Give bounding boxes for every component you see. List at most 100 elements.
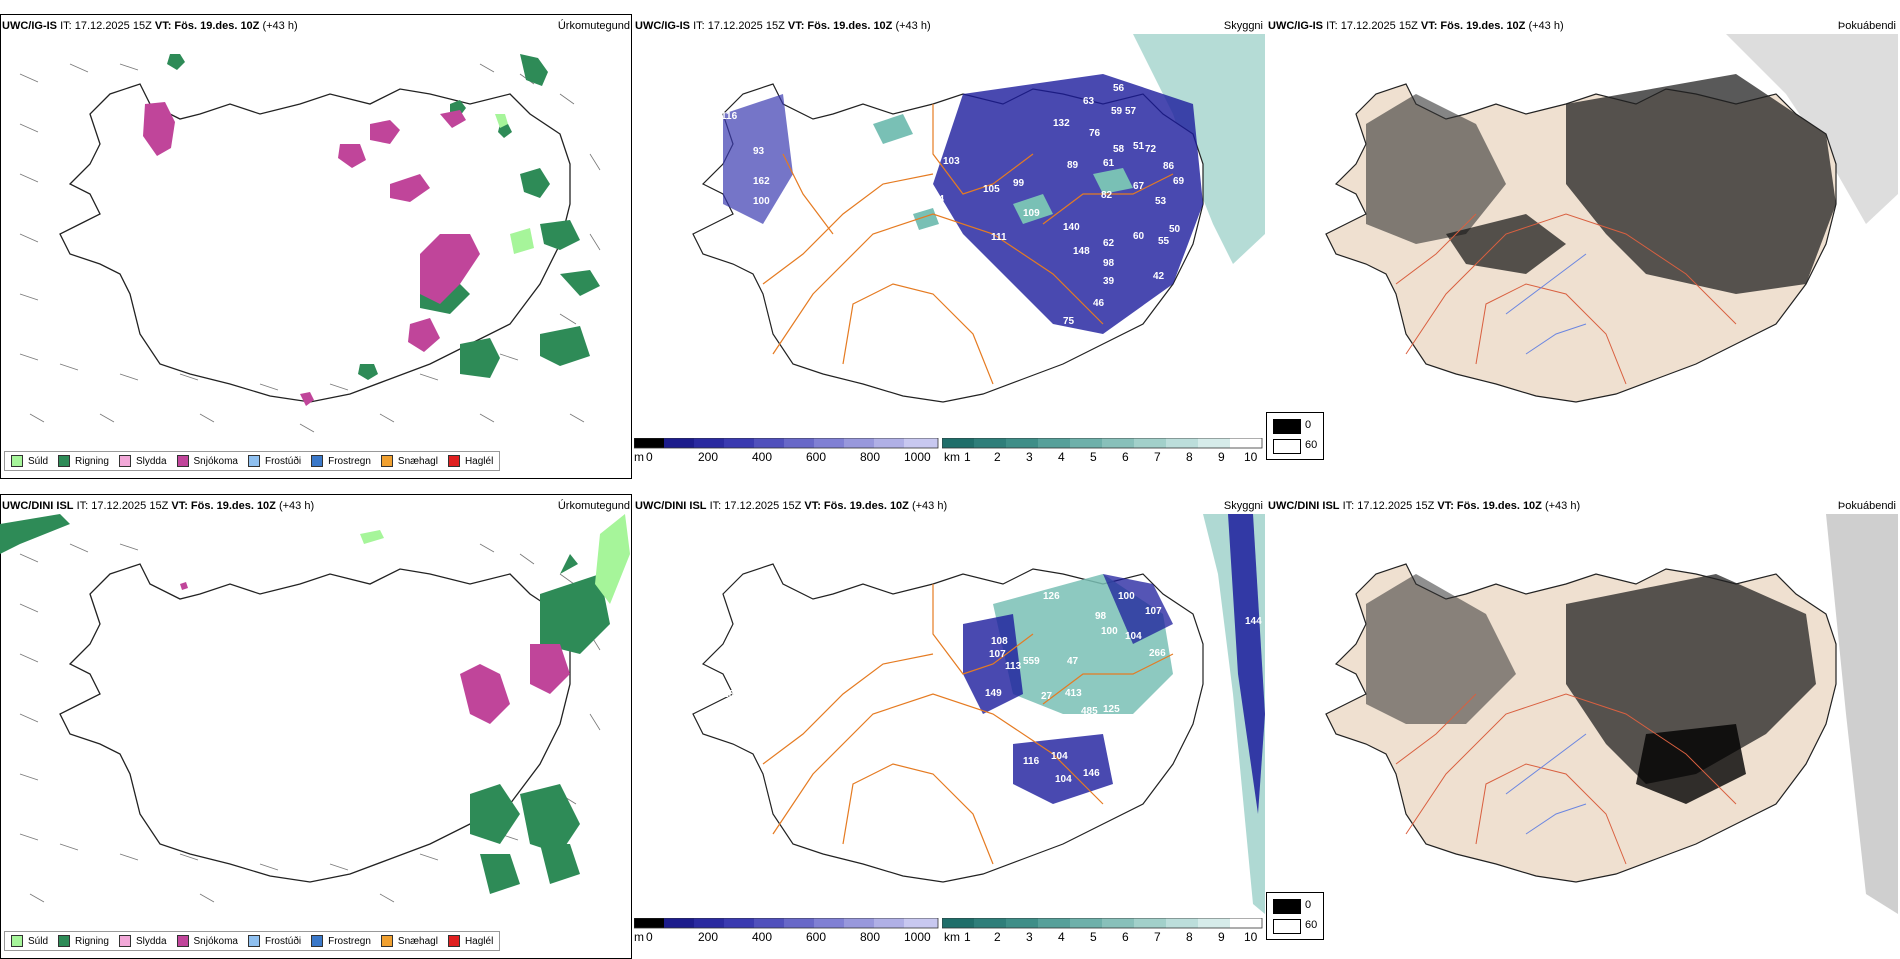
colorbar-tick: 7: [1154, 450, 1161, 464]
legend-swatch: [118, 935, 131, 947]
svg-text:83: 83: [933, 244, 945, 255]
cloud-panel-top: UWC/IG-IS IT: 17.12.2025 15Z VT: Fös. 19…: [633, 14, 1265, 479]
svg-text:50: 50: [1169, 224, 1181, 235]
vis-colorbar-top: km 1 2 3 4 5 6 7 8 9 10: [942, 438, 1264, 464]
svg-text:42: 42: [1153, 271, 1165, 282]
legend-item: Súld: [11, 935, 48, 947]
svg-text:266: 266: [1149, 648, 1166, 659]
cloud-base-labels: 116 63 56 59 57 132 76 58 51 72 89 61 86 82 67 53 69 6…: [713, 83, 1185, 327]
panel-title: UWC/IG-IS IT: 17.12.2025 15Z VT: Fös. 19…: [2, 20, 298, 32]
colorbar-tick: 5: [1090, 450, 1097, 464]
legend-swatch: [58, 455, 71, 467]
height-colorbar-top: m 0 200 400 600 800 1000: [634, 438, 940, 464]
legend-swatch: [11, 935, 23, 947]
svg-text:100: 100: [723, 689, 740, 700]
legend-item: Frostúði: [247, 935, 301, 947]
panel-type-label: Skyggni: [1223, 20, 1263, 32]
fog-legend-white-swatch: [1273, 919, 1301, 934]
legend-item: Slydda: [118, 455, 167, 467]
fog-legend-black-swatch: [1273, 419, 1301, 434]
panel-type-label: Þokuábendi: [1837, 20, 1896, 32]
svg-text:144: 144: [1245, 616, 1262, 627]
legend-swatch: [176, 935, 189, 947]
svg-text:69: 69: [1173, 176, 1185, 187]
fog-legend-top: 0 60: [1266, 412, 1324, 460]
fog-legend-black-label: 0: [1305, 419, 1312, 431]
colorbar-tick: 10: [1244, 450, 1258, 464]
panel-title: UWC/DINI ISL IT: 17.12.2025 15Z VT: Fös.…: [1268, 500, 1581, 512]
svg-text:86: 86: [1163, 161, 1175, 172]
colorbar-tick: 8: [1186, 450, 1193, 464]
height-colorbar-graphic: [634, 438, 939, 449]
legend-item: Haglél: [447, 935, 493, 947]
svg-text:62: 62: [1103, 238, 1115, 249]
cloud-panel-bottom: UWC/DINI ISL IT: 17.12.2025 15Z VT: Fös.…: [633, 494, 1265, 959]
legend-item: Snæhagl: [380, 935, 438, 947]
svg-text:100: 100: [1101, 626, 1118, 637]
svg-text:104: 104: [1125, 631, 1142, 642]
colorbar-tick: 4: [1058, 450, 1065, 464]
panel-type-label: Úrkomutegund: [557, 20, 630, 32]
svg-text:125: 125: [1103, 704, 1120, 715]
colorbar-tick: 9: [1218, 930, 1225, 944]
panel-type-label: Úrkomutegund: [557, 500, 630, 512]
legend-swatch: [11, 455, 23, 467]
colorbar-tick: 6: [1122, 930, 1129, 944]
svg-text:57: 57: [1125, 106, 1137, 117]
legend-item: Slydda: [118, 935, 167, 947]
svg-text:109: 109: [1023, 208, 1040, 219]
colorbar-tick: 2: [994, 930, 1001, 944]
vis-colorbar-graphic: [942, 438, 1263, 449]
svg-text:39: 39: [1103, 276, 1115, 287]
colorbar-tick: 1: [964, 930, 971, 944]
panel-title: UWC/IG-IS IT: 17.12.2025 15Z VT: Fös. 19…: [635, 20, 931, 32]
colorbar-tick: 600: [806, 450, 827, 464]
colorbar-tick: 5: [1090, 930, 1097, 944]
svg-text:102: 102: [769, 238, 786, 249]
legend-item: Rigning: [58, 935, 109, 947]
svg-text:116: 116: [721, 111, 738, 122]
svg-text:107: 107: [1145, 606, 1162, 617]
precip-panel-top: UWC/IG-IS IT: 17.12.2025 15Z VT: Fös. 19…: [0, 14, 632, 479]
svg-text:75: 75: [1063, 316, 1075, 327]
svg-text:61: 61: [1103, 158, 1115, 169]
svg-text:108: 108: [991, 636, 1008, 647]
svg-text:46: 46: [1093, 298, 1105, 309]
panel-type-label: Þokuábendi: [1837, 500, 1896, 512]
colorbar-tick: 10: [1244, 930, 1258, 944]
fog-legend-white-label: 60: [1305, 919, 1318, 931]
colorbar-tick: 9: [1218, 450, 1225, 464]
colorbar-tick: 200: [698, 450, 719, 464]
legend-swatch: [447, 455, 460, 467]
svg-text:103: 103: [943, 156, 960, 167]
panel-title: UWC/IG-IS IT: 17.12.2025 15Z VT: Fös. 19…: [1268, 20, 1564, 32]
svg-text:485: 485: [1081, 706, 1098, 717]
svg-text:72: 72: [1145, 144, 1157, 155]
legend-item: Rigning: [58, 455, 109, 467]
colorbar-tick: 400: [752, 930, 773, 944]
svg-text:88: 88: [1173, 671, 1185, 682]
colorbar-tick: 1: [964, 450, 971, 464]
svg-text:104: 104: [1051, 751, 1068, 762]
svg-text:149: 149: [985, 688, 1002, 699]
colorbar-unit: km: [944, 930, 960, 944]
svg-text:99: 99: [1013, 178, 1025, 189]
legend-item: Haglél: [447, 455, 493, 467]
panel-title: UWC/DINI ISL IT: 17.12.2025 15Z VT: Fös.…: [2, 500, 315, 512]
height-colorbar-bottom: m 0 200 400 600 800 1000: [634, 918, 940, 944]
colorbar-tick: 6: [1122, 450, 1129, 464]
colorbar-tick: 0: [646, 930, 653, 944]
legend-item: Frostregn: [311, 935, 371, 947]
svg-text:146: 146: [1083, 768, 1100, 779]
legend-swatch: [118, 455, 131, 467]
legend-swatch: [380, 455, 393, 467]
colorbar-tick: 7: [1154, 930, 1161, 944]
fog-legend-white-label: 60: [1305, 439, 1318, 451]
svg-text:104: 104: [1055, 774, 1072, 785]
svg-text:100: 100: [1118, 591, 1135, 602]
fog-legend-bottom: 0 60: [1266, 892, 1324, 940]
svg-text:238: 238: [1115, 741, 1132, 752]
svg-text:67: 67: [1133, 181, 1145, 192]
